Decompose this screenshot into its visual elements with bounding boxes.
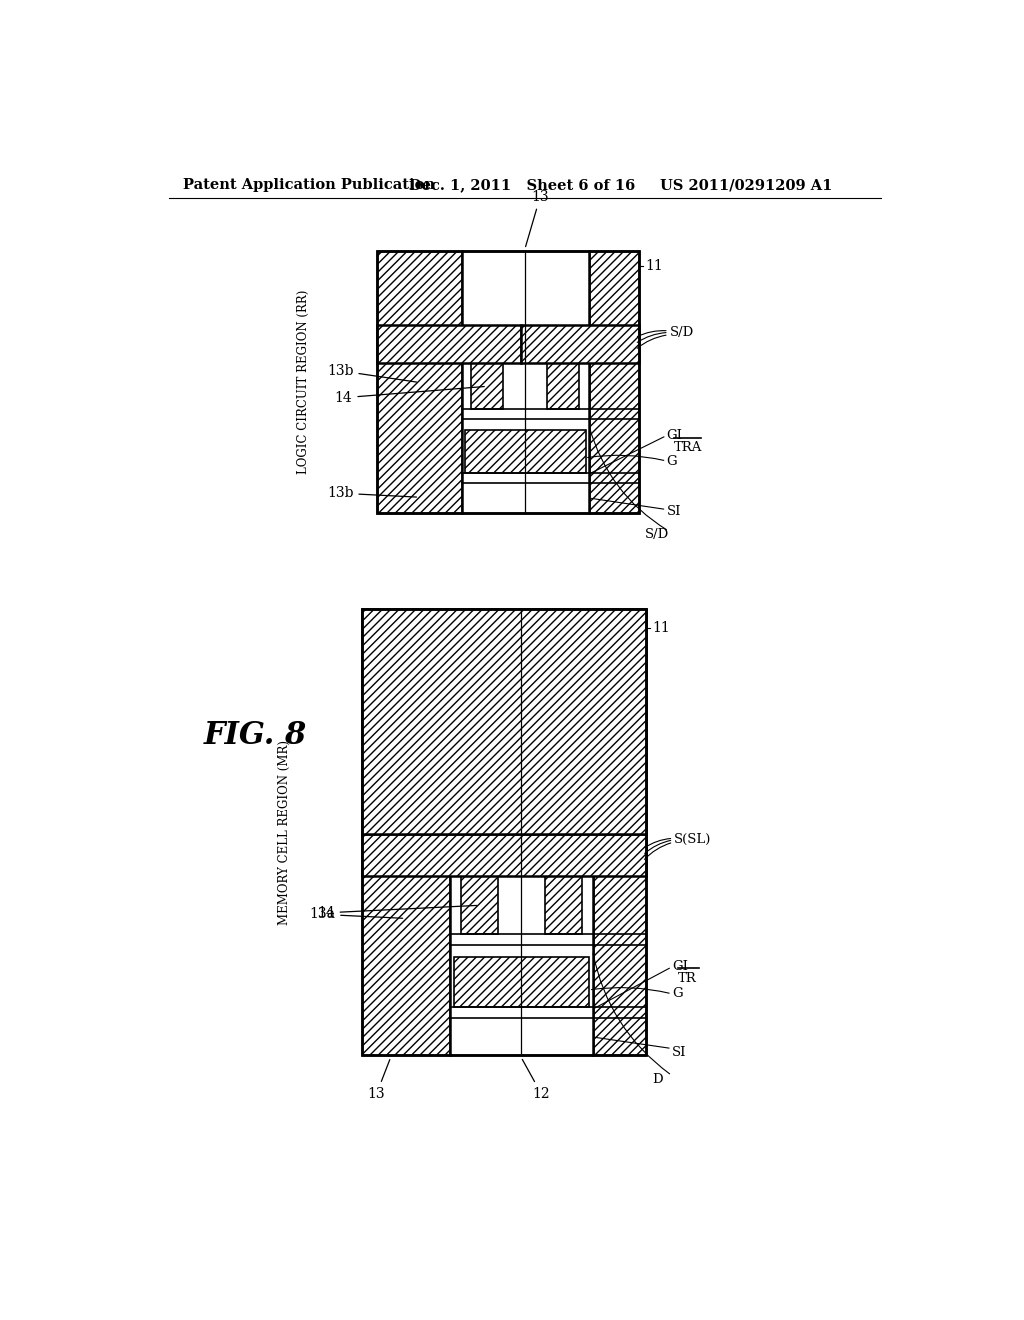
Bar [377, 251, 639, 512]
Text: G: G [672, 987, 682, 1001]
Text: TR: TR [678, 972, 696, 985]
Text: TRA: TRA [674, 441, 702, 454]
Text: SI: SI [667, 506, 681, 519]
Bar [361, 609, 646, 1056]
Text: 12: 12 [522, 1060, 550, 1101]
Text: LOGIC CIRCUIT REGION (RR): LOGIC CIRCUIT REGION (RR) [297, 289, 310, 474]
Text: SI: SI [672, 1045, 686, 1059]
Text: 11: 11 [645, 259, 663, 273]
Bar [521, 325, 639, 363]
Bar [462, 251, 589, 512]
Bar [361, 834, 646, 876]
Text: S/D: S/D [645, 528, 669, 541]
Bar [454, 957, 589, 1007]
Bar [593, 609, 646, 1056]
Text: 13: 13 [525, 190, 549, 247]
Text: 14: 14 [316, 906, 476, 920]
Text: GI: GI [672, 961, 688, 973]
Text: US 2011/0291209 A1: US 2011/0291209 A1 [660, 178, 833, 193]
Text: 14: 14 [335, 387, 484, 405]
Text: S(SL): S(SL) [674, 833, 712, 846]
Text: 13b: 13b [327, 486, 417, 500]
Text: 13: 13 [368, 1060, 390, 1101]
Bar [461, 876, 498, 933]
Text: MEMORY CELL REGION (MR): MEMORY CELL REGION (MR) [279, 739, 291, 924]
Text: D: D [652, 1073, 664, 1086]
Text: 11: 11 [652, 622, 671, 635]
Bar [361, 609, 451, 1056]
Text: 13b: 13b [327, 364, 417, 381]
Text: S/D: S/D [671, 326, 694, 339]
Text: Patent Application Publication: Patent Application Publication [183, 178, 435, 193]
Text: Dec. 1, 2011   Sheet 6 of 16: Dec. 1, 2011 Sheet 6 of 16 [410, 178, 636, 193]
Bar [377, 325, 521, 363]
Bar [589, 251, 639, 512]
Bar [471, 363, 503, 409]
Text: GI: GI [667, 429, 682, 442]
Bar [361, 609, 646, 834]
Bar [451, 609, 593, 1056]
Bar [545, 876, 582, 933]
Text: 13a: 13a [309, 907, 402, 921]
Bar [547, 363, 580, 409]
Text: G: G [667, 454, 677, 467]
Bar [377, 251, 462, 512]
Bar [465, 430, 586, 473]
Text: FIG. 8: FIG. 8 [204, 719, 307, 751]
